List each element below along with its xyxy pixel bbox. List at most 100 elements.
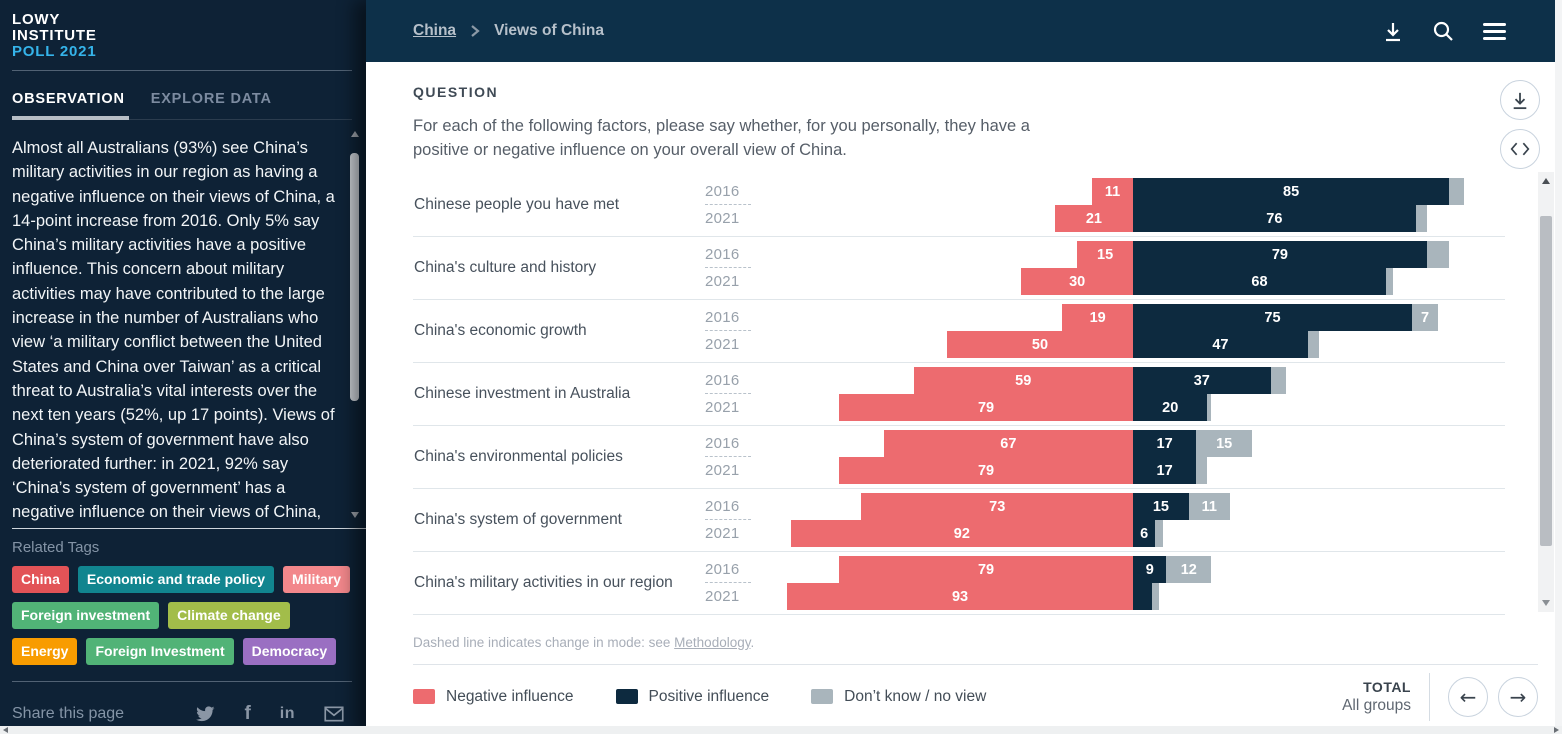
negative-bar[interactable]: 73 — [861, 493, 1133, 520]
year-label: 2016 — [705, 556, 751, 583]
email-icon[interactable] — [324, 704, 344, 724]
scroll-down-icon[interactable] — [351, 512, 359, 518]
positive-bar[interactable] — [1133, 583, 1152, 610]
positive-bar[interactable]: 37 — [1133, 367, 1271, 394]
search-icon[interactable] — [1432, 20, 1454, 42]
download-chart-button[interactable] — [1500, 80, 1540, 120]
positive-bar[interactable]: 6 — [1133, 520, 1156, 547]
scroll-up-icon[interactable] — [351, 131, 359, 137]
chart-scrollbar[interactable] — [1538, 172, 1554, 612]
positive-bar[interactable]: 79 — [1133, 241, 1427, 268]
negative-bar[interactable]: 50 — [947, 331, 1133, 358]
bar-line: 15 79 — [413, 241, 1505, 268]
bar-line: 50 47 — [413, 331, 1505, 358]
dont-know-bar[interactable] — [1270, 367, 1286, 394]
dont-know-bar[interactable]: 7 — [1412, 304, 1439, 331]
negative-bar[interactable]: 93 — [787, 583, 1133, 610]
related-tag[interactable]: Military — [283, 566, 351, 593]
dont-know-bar[interactable] — [1155, 520, 1163, 547]
methodology-link[interactable]: Methodology — [674, 635, 751, 650]
negative-bar[interactable]: 79 — [839, 556, 1133, 583]
positive-bar[interactable]: 17 — [1133, 430, 1197, 457]
bar-line: 30 68 — [413, 268, 1505, 295]
question-heading: QUESTION — [413, 84, 499, 100]
factor-label: Chinese people you have met — [414, 196, 620, 213]
scroll-right-icon[interactable] — [1554, 727, 1559, 733]
related-tags-section: Related Tags China Economic and trade pol… — [12, 539, 366, 665]
positive-bar[interactable]: 68 — [1133, 268, 1386, 295]
negative-bar[interactable]: 11 — [1092, 178, 1133, 205]
related-tag[interactable]: China — [12, 566, 69, 593]
positive-bar[interactable]: 9 — [1133, 556, 1167, 583]
bar-line: 59 37 — [413, 367, 1505, 394]
scroll-down-icon[interactable] — [1542, 600, 1550, 606]
negative-bar[interactable]: 92 — [790, 520, 1133, 547]
legend-label: Don’t know / no view — [844, 687, 987, 705]
positive-bar[interactable]: 20 — [1133, 394, 1208, 421]
bar-line: 11 85 — [413, 178, 1505, 205]
scrollbar-thumb[interactable] — [1540, 216, 1552, 546]
negative-bar[interactable]: 79 — [839, 394, 1133, 421]
tab-explore-data[interactable]: EXPLORE DATA — [150, 91, 272, 107]
embed-code-button[interactable] — [1500, 129, 1540, 169]
dont-know-bar[interactable]: 12 — [1166, 556, 1212, 583]
scroll-left-icon[interactable] — [3, 727, 8, 733]
share-label: Share this page — [12, 705, 125, 722]
download-icon[interactable] — [1383, 21, 1403, 42]
logo-line: INSTITUTE — [12, 27, 97, 44]
related-tag[interactable]: Foreign Investment — [86, 638, 234, 665]
breadcrumb-link-china[interactable]: China — [413, 22, 457, 39]
related-tag[interactable]: Economic and trade policy — [77, 566, 275, 593]
related-tag[interactable]: Climate change — [168, 602, 290, 629]
factor-label: Chinese investment in Australia — [414, 385, 631, 402]
positive-bar[interactable]: 47 — [1133, 331, 1308, 358]
related-tag[interactable]: Democracy — [242, 638, 337, 665]
dont-know-bar[interactable]: 11 — [1188, 493, 1230, 520]
positive-bar[interactable]: 75 — [1133, 304, 1412, 331]
related-tag[interactable]: Energy — [12, 638, 78, 665]
dont-know-bar[interactable] — [1307, 331, 1319, 358]
positive-bar[interactable]: 76 — [1133, 205, 1416, 232]
negative-bar[interactable]: 15 — [1077, 241, 1133, 268]
previous-group-button[interactable]: ← — [1448, 676, 1488, 717]
negative-bar[interactable]: 59 — [913, 367, 1133, 394]
dont-know-bar[interactable] — [1449, 178, 1465, 205]
dont-know-bar[interactable] — [1151, 583, 1160, 610]
tab-observation[interactable]: OBSERVATION — [12, 91, 129, 120]
scrollbar-thumb[interactable] — [350, 153, 359, 401]
dont-know-bar[interactable] — [1385, 268, 1394, 295]
legend-label: Negative influence — [446, 687, 574, 705]
scroll-up-icon[interactable] — [1542, 178, 1550, 184]
observation-scrollbar[interactable] — [350, 131, 360, 518]
negative-bar[interactable]: 67 — [883, 430, 1133, 457]
divider — [1429, 672, 1430, 721]
page-horizontal-scrollbar[interactable] — [0, 726, 1562, 734]
dont-know-bar[interactable]: 15 — [1196, 430, 1253, 457]
dont-know-bar[interactable] — [1415, 205, 1427, 232]
dont-know-bar[interactable] — [1207, 394, 1212, 421]
chart-row: China's culture and history 2016 2021 15 79 3… — [413, 237, 1505, 300]
page-vertical-scrollbar[interactable] — [1555, 0, 1562, 734]
negative-bar[interactable]: 21 — [1054, 205, 1133, 232]
dont-know-bar[interactable] — [1196, 457, 1208, 484]
facebook-icon[interactable]: f — [244, 703, 251, 724]
positive-bar[interactable]: 15 — [1133, 493, 1189, 520]
bar-area: 11 85 21 76 — [413, 178, 1505, 232]
related-tag[interactable]: Foreign investment — [12, 602, 160, 629]
negative-bar[interactable]: 19 — [1062, 304, 1133, 331]
dont-know-bar[interactable] — [1426, 241, 1450, 268]
positive-bar[interactable]: 85 — [1133, 178, 1450, 205]
year-label: 2016 — [705, 367, 751, 394]
positive-bar[interactable]: 17 — [1133, 457, 1197, 484]
year-label: 2021 — [705, 462, 740, 479]
negative-bar[interactable]: 30 — [1021, 268, 1133, 295]
twitter-icon[interactable] — [195, 704, 215, 724]
bar-line: 79 20 — [413, 394, 1505, 421]
group-nav: ← → — [1448, 676, 1538, 717]
menu-icon[interactable] — [1483, 22, 1506, 40]
linkedin-icon[interactable]: in — [279, 705, 295, 722]
bar-area: 67 17 15 79 17 — [413, 430, 1505, 484]
chart-row: China's economic growth 2016 2021 19 75 7 50 47 — [413, 300, 1505, 363]
negative-bar[interactable]: 79 — [839, 457, 1133, 484]
next-group-button[interactable]: → — [1498, 676, 1538, 717]
